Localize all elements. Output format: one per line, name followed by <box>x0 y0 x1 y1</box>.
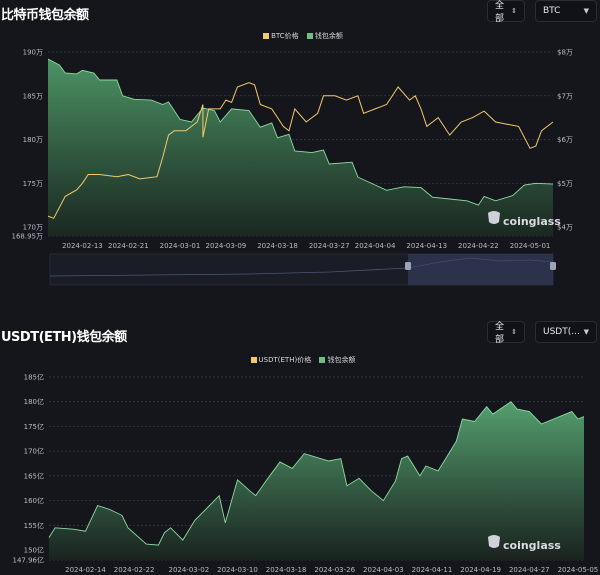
balance-area <box>48 59 553 237</box>
x-tick-label: 2024-02-13 <box>62 242 103 250</box>
x-tick-label: 2024-04-22 <box>458 242 499 250</box>
y-right-tick-label: $6万 <box>557 136 573 144</box>
coinglass-watermark: coinglass <box>503 215 561 228</box>
legend-price[interactable]: USDT(ETH)价格 <box>258 356 312 364</box>
legend-swatch-price[interactable] <box>263 33 270 39</box>
legend-swatch-price[interactable] <box>250 357 257 363</box>
caret-down-icon: ▼ <box>583 328 589 336</box>
y-right-tick-label: $4万 <box>557 224 573 232</box>
coinglass-logo-icon <box>488 211 500 224</box>
y-tick-label: 190万 <box>23 49 43 57</box>
asset-label: BTC <box>543 6 561 16</box>
x-tick-label: 2024-03-27 <box>309 242 350 250</box>
x-tick-label: 2024-04-04 <box>355 242 396 250</box>
range-label: 全部 <box>495 322 505 345</box>
chart2-title: USDT(ETH)钱包余额 <box>1 330 127 345</box>
y-right-tick-label: $7万 <box>557 92 573 100</box>
y-right-tick-label: $5万 <box>557 180 573 188</box>
y-tick-label: 180万 <box>23 136 43 144</box>
price-line <box>47 82 554 219</box>
x-tick-label: 2024-03-01 <box>160 242 201 250</box>
y-right-tick-label: $8万 <box>557 49 573 57</box>
x-tick-label: 2024-02-14 <box>65 566 106 574</box>
coinglass-logo-icon <box>488 535 500 548</box>
asset-label: USDT(... <box>543 327 580 337</box>
balance-area <box>49 401 584 560</box>
balance-line <box>47 58 554 206</box>
coinglass-watermark: coinglass <box>503 539 561 552</box>
x-tick-label: 2024-04-11 <box>412 566 453 574</box>
x-tick-label: 2024-03-02 <box>168 566 209 574</box>
range-label: 全部 <box>495 1 505 24</box>
balance-line <box>48 401 585 546</box>
y-tick-label: 185万 <box>23 92 43 100</box>
chart2-range-select[interactable]: 全部 ⇕ <box>487 321 525 345</box>
caret-down-icon: ▼ <box>583 7 589 15</box>
y-tick-label: 168.95万 <box>12 233 44 241</box>
chart1-range-select[interactable]: 全部 ⇕ <box>487 0 525 24</box>
x-tick-label: 2024-04-03 <box>363 566 404 574</box>
y-tick-label: 180亿 <box>24 397 44 406</box>
y-tick-label: 160亿 <box>24 496 44 505</box>
y-tick-label: 185亿 <box>24 373 44 382</box>
chart2-legend: USDT(ETH)价格 钱包余额 <box>0 355 600 365</box>
x-tick-label: 2024-03-26 <box>314 566 355 574</box>
zoom-slider-selection <box>408 254 553 285</box>
x-tick-label: 2024-04-19 <box>460 566 501 574</box>
x-tick-label: 2024-05-05 <box>558 566 599 574</box>
legend-balance[interactable]: 钱包余额 <box>314 32 343 40</box>
y-tick-label: 155亿 <box>24 521 44 530</box>
x-tick-label: 2024-04-13 <box>406 242 447 250</box>
chart1-legend: BTC价格 钱包余额 <box>0 31 600 41</box>
sort-arrows-icon: ⇕ <box>511 7 517 15</box>
x-tick-label: 2024-02-21 <box>108 242 149 250</box>
chart1-title: 比特币钱包余额 <box>1 8 89 23</box>
legend-swatch-balance[interactable] <box>319 357 326 363</box>
x-tick-label: 2024-03-18 <box>257 242 298 250</box>
y-tick-label: 165亿 <box>24 471 44 480</box>
y-tick-label: 150亿 <box>24 546 44 555</box>
y-tick-label: 175万 <box>23 180 43 188</box>
legend-balance[interactable]: 钱包余额 <box>327 356 356 364</box>
x-tick-label: 2024-03-09 <box>206 242 247 250</box>
zoom-handle-left[interactable] <box>405 262 411 270</box>
x-tick-label: 2024-05-01 <box>510 242 551 250</box>
legend-swatch-balance[interactable] <box>306 33 313 39</box>
x-tick-label: 2024-04-27 <box>509 566 550 574</box>
y-tick-label: 175亿 <box>24 422 44 431</box>
y-tick-label: 170万 <box>23 224 43 232</box>
y-tick-label: 147.96亿 <box>13 556 45 565</box>
x-tick-label: 2024-03-10 <box>217 566 258 574</box>
legend-price[interactable]: BTC价格 <box>271 32 299 40</box>
chart2-asset-select[interactable]: USDT(... ▼ <box>535 321 597 343</box>
x-tick-label: 2024-03-18 <box>266 566 307 574</box>
sort-arrows-icon: ⇕ <box>511 328 517 336</box>
chart1-asset-select[interactable]: BTC ▼ <box>535 0 597 22</box>
x-tick-label: 2024-02-22 <box>114 566 155 574</box>
y-tick-label: 170亿 <box>24 447 44 456</box>
zoom-handle-right[interactable] <box>550 262 556 270</box>
